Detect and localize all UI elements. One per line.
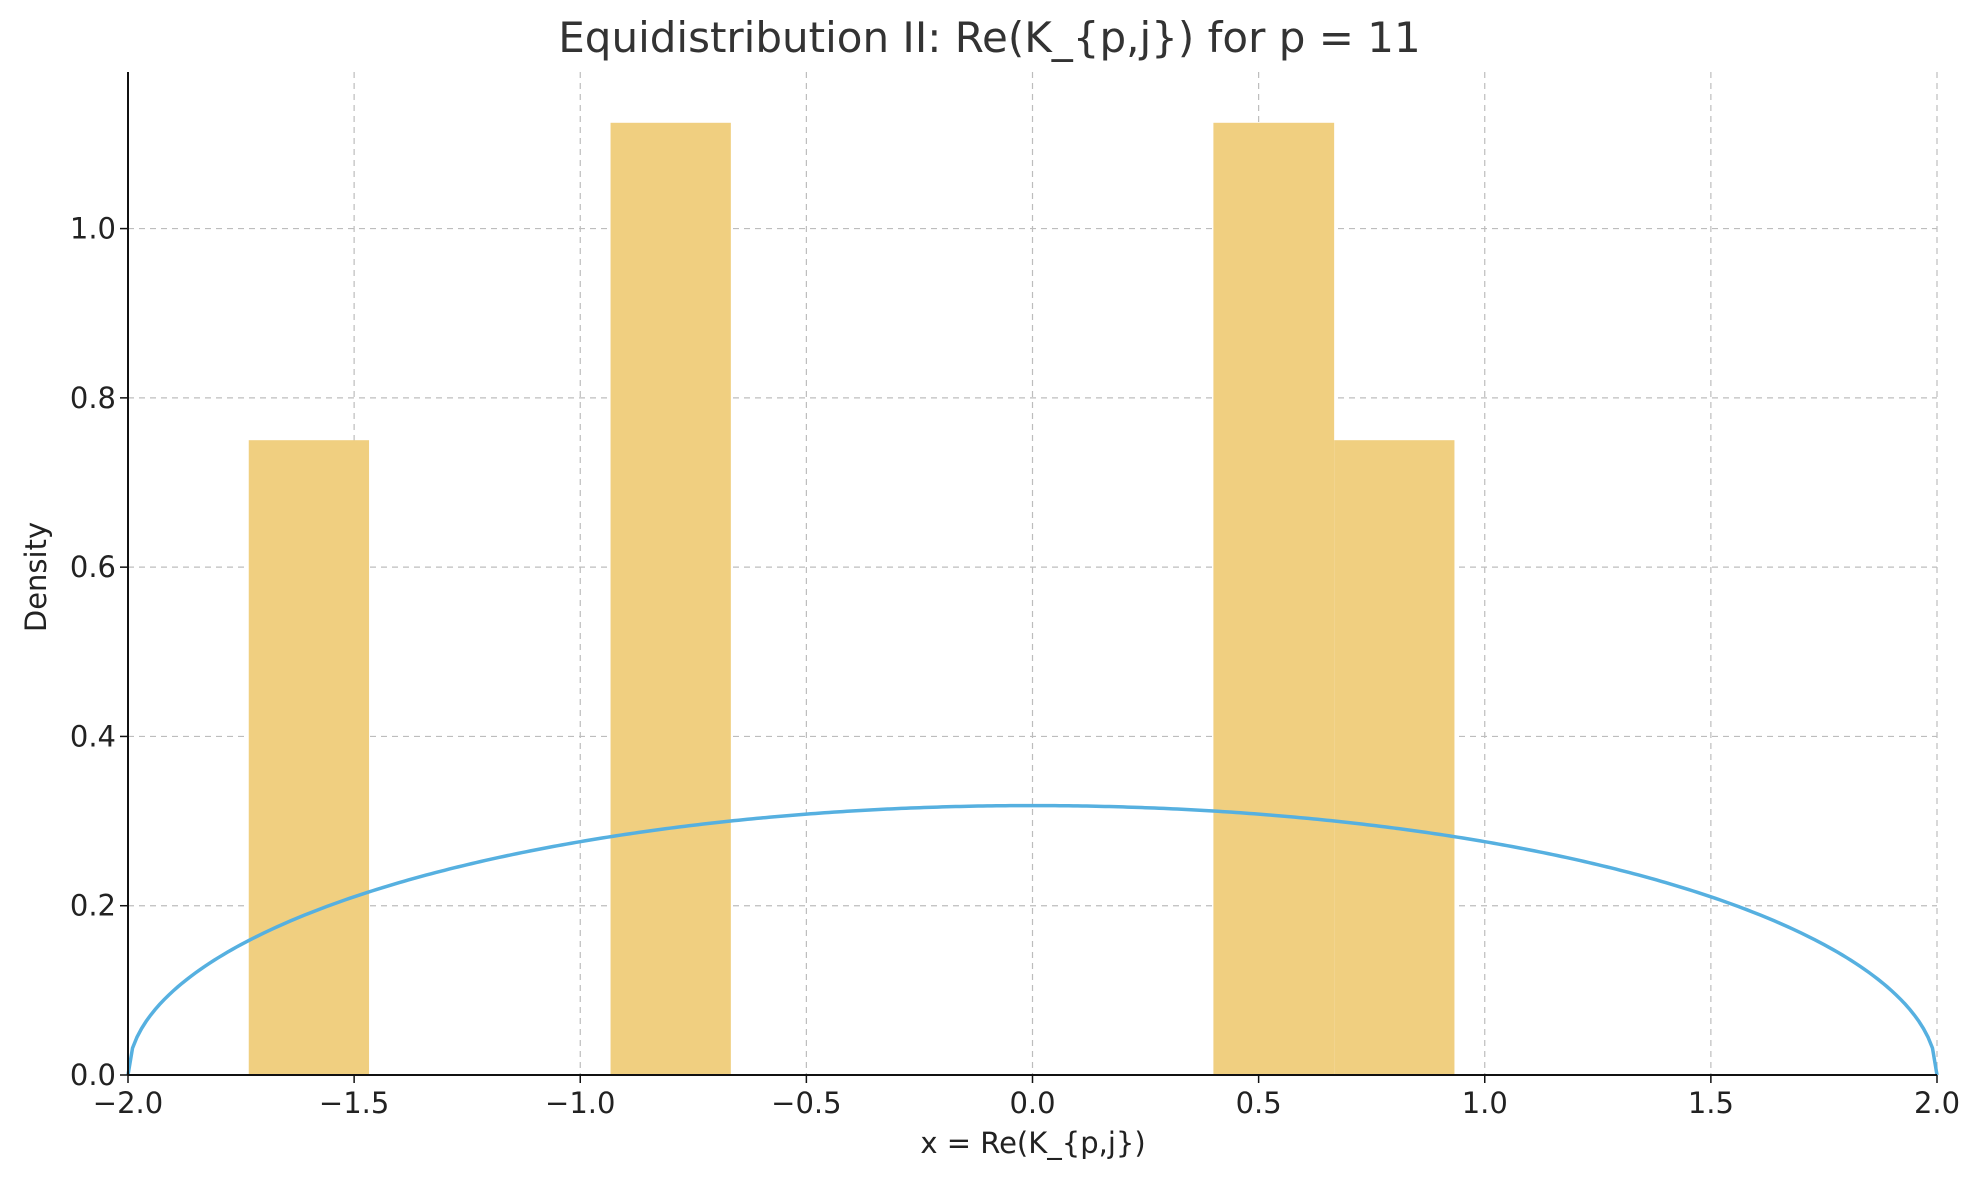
x-tick-label: 1.0 xyxy=(1462,1086,1508,1120)
y-tick-label: 0.0 xyxy=(70,1058,116,1092)
histogram-bar xyxy=(1213,122,1335,1076)
y-tick-label: 0.4 xyxy=(70,719,116,753)
histogram-bar xyxy=(1334,440,1455,1075)
y-tick-label: 0.2 xyxy=(70,889,116,923)
y-axis-label: Density xyxy=(19,522,53,632)
density-curve xyxy=(126,803,1939,1076)
x-tick-label: 1.5 xyxy=(1688,1086,1734,1120)
x-tick-label: −2.0 xyxy=(93,1086,163,1120)
histogram-bar xyxy=(610,122,731,1076)
axes xyxy=(120,72,1938,1083)
chart-title: Equidistribution II: Re(K_{p,j}) for p =… xyxy=(558,13,1420,62)
x-axis-label: x = Re(K_{p,j}) xyxy=(920,1126,1145,1160)
x-tick-label: −1.5 xyxy=(319,1086,389,1120)
tick-labels: −2.0 −1.5 −1.0 −0.5 0.0 0.5 1.0 1.5 2.0 0.0 0.2 0.4… xyxy=(70,212,1960,1120)
x-tick-label: 2.0 xyxy=(1914,1086,1960,1120)
semicircle-density-line xyxy=(126,803,1939,1076)
histogram-bars xyxy=(248,122,1455,1076)
x-tick-label: 0.0 xyxy=(1009,1086,1055,1120)
x-tick-label: −1.0 xyxy=(545,1086,615,1120)
y-tick-label: 0.6 xyxy=(70,550,116,584)
x-tick-label: 0.5 xyxy=(1236,1086,1282,1120)
y-tick-label: 0.8 xyxy=(70,381,116,415)
x-tick-label: −0.5 xyxy=(771,1086,841,1120)
y-tick-label: 1.0 xyxy=(70,212,116,246)
histogram-bar xyxy=(248,440,370,1075)
grid xyxy=(128,72,1938,1075)
